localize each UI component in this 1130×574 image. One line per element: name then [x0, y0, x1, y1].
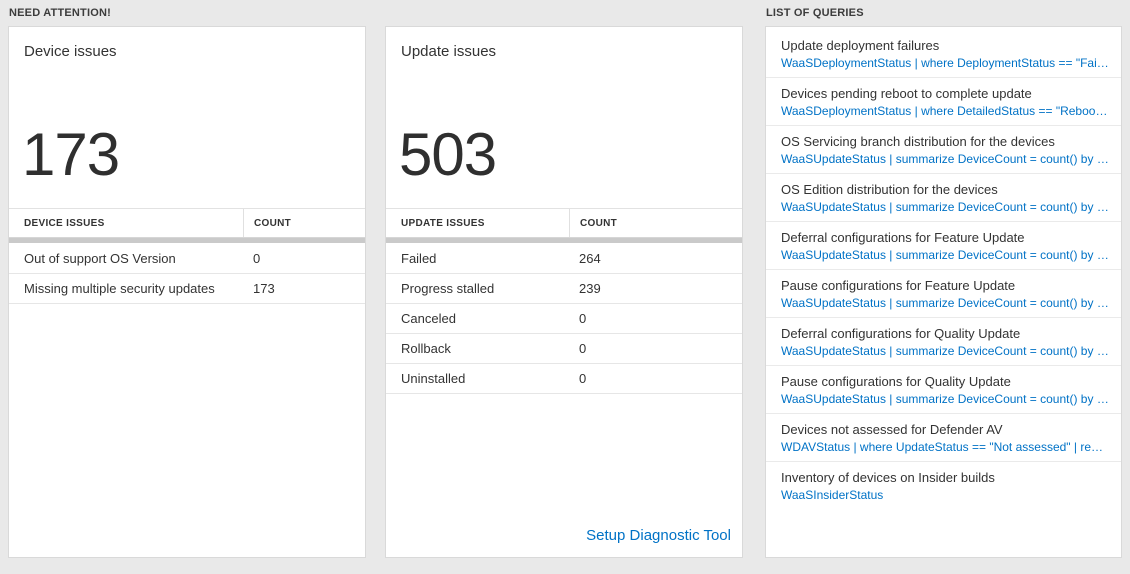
row-value: 264 — [579, 251, 601, 266]
queries-section: LIST OF QUERIES Update deployment failur… — [765, 5, 1122, 558]
query-text: WaaSDeploymentStatus | where DeploymentS… — [781, 56, 1109, 70]
query-text: WaaSUpdateStatus | summarize DeviceCount… — [781, 392, 1109, 406]
device-issues-title: Device issues — [24, 43, 117, 60]
table-scrollbar[interactable] — [9, 238, 365, 243]
query-text: WDAVStatus | where UpdateStatus == "Not … — [781, 440, 1109, 454]
query-title: Deferral configurations for Quality Upda… — [781, 326, 1021, 341]
need-attention-header: NEED ATTENTION! — [9, 7, 111, 19]
setup-diagnostic-tool-link[interactable]: Setup Diagnostic Tool — [586, 527, 731, 544]
query-title: OS Servicing branch distribution for the… — [781, 134, 1055, 149]
query-item-update-deployment-failures[interactable]: Update deployment failures WaaSDeploymen… — [766, 30, 1121, 78]
query-item-pause-feature-update[interactable]: Pause configurations for Feature Update … — [766, 270, 1121, 318]
row-value: 0 — [253, 251, 261, 266]
row-label: Uninstalled — [401, 371, 466, 386]
query-text: WaaSUpdateStatus | summarize DeviceCount… — [781, 248, 1109, 262]
row-label: Out of support OS Version — [24, 251, 176, 266]
column-header-count: COUNT — [569, 209, 742, 237]
device-issues-table: DEVICE ISSUES COUNT Out of support OS Ve… — [9, 208, 365, 304]
cards-row: Device issues 173 DEVICE ISSUES COUNT Ou… — [8, 26, 743, 558]
column-header-device-issues: DEVICE ISSUES — [24, 217, 105, 229]
query-item-insider-builds-inventory[interactable]: Inventory of devices on Insider builds W… — [766, 462, 1121, 509]
table-scrollbar[interactable] — [386, 238, 742, 243]
row-value: 0 — [579, 371, 587, 386]
update-issues-title: Update issues — [401, 43, 497, 60]
row-label: Failed — [401, 251, 437, 266]
row-value: 173 — [253, 281, 275, 296]
table-row: Missing multiple security updates 173 — [9, 274, 365, 304]
query-title: Devices not assessed for Defender AV — [781, 422, 1003, 437]
row-label: Missing multiple security updates — [24, 281, 215, 296]
query-text: WaaSUpdateStatus | summarize DeviceCount… — [781, 344, 1109, 358]
query-item-os-servicing-branch[interactable]: OS Servicing branch distribution for the… — [766, 126, 1121, 174]
need-attention-section: NEED ATTENTION! Device issues 173 DEVICE… — [8, 5, 743, 558]
update-issues-card[interactable]: Update issues 503 UPDATE ISSUES COUNT Fa… — [385, 26, 743, 558]
device-issues-card[interactable]: Device issues 173 DEVICE ISSUES COUNT Ou… — [8, 26, 366, 558]
row-value: 0 — [579, 311, 587, 326]
table-row: Failed 264 — [386, 244, 742, 274]
query-item-deferral-quality-update[interactable]: Deferral configurations for Quality Upda… — [766, 318, 1121, 366]
dashboard: NEED ATTENTION! Device issues 173 DEVICE… — [8, 5, 1122, 558]
table-row: Rollback 0 — [386, 334, 742, 364]
table-row: Canceled 0 — [386, 304, 742, 334]
query-text: WaaSInsiderStatus — [781, 488, 884, 502]
query-title: Inventory of devices on Insider builds — [781, 470, 995, 485]
query-item-pause-quality-update[interactable]: Pause configurations for Quality Update … — [766, 366, 1121, 414]
row-label: Progress stalled — [401, 281, 495, 296]
query-text: WaaSUpdateStatus | summarize DeviceCount… — [781, 152, 1109, 166]
query-text: WaaSUpdateStatus | summarize DeviceCount… — [781, 200, 1109, 214]
update-issues-table: UPDATE ISSUES COUNT Failed 264 Progress … — [386, 208, 742, 394]
table-header-row: DEVICE ISSUES COUNT — [9, 208, 365, 238]
query-title: Pause configurations for Feature Update — [781, 278, 1016, 293]
query-item-deferral-feature-update[interactable]: Deferral configurations for Feature Upda… — [766, 222, 1121, 270]
query-title: Update deployment failures — [781, 38, 940, 53]
row-value: 0 — [579, 341, 587, 356]
query-text: WaaSDeploymentStatus | where DetailedSta… — [781, 104, 1109, 118]
column-header-count: COUNT — [243, 209, 365, 237]
table-row: Out of support OS Version 0 — [9, 244, 365, 274]
list-of-queries-header: LIST OF QUERIES — [766, 7, 864, 19]
query-item-os-edition-distribution[interactable]: OS Edition distribution for the devices … — [766, 174, 1121, 222]
table-row: Uninstalled 0 — [386, 364, 742, 394]
query-title: Pause configurations for Quality Update — [781, 374, 1011, 389]
query-text: WaaSUpdateStatus | summarize DeviceCount… — [781, 296, 1109, 310]
table-row: Progress stalled 239 — [386, 274, 742, 304]
row-value: 239 — [579, 281, 601, 296]
query-item-defender-av-not-assessed[interactable]: Devices not assessed for Defender AV WDA… — [766, 414, 1121, 462]
device-issues-count: 173 — [22, 121, 120, 188]
table-header-row: UPDATE ISSUES COUNT — [386, 208, 742, 238]
row-label: Canceled — [401, 311, 456, 326]
update-issues-count: 503 — [399, 121, 497, 188]
query-item-devices-pending-reboot[interactable]: Devices pending reboot to complete updat… — [766, 78, 1121, 126]
queries-panel: Update deployment failures WaaSDeploymen… — [765, 26, 1122, 558]
query-title: Devices pending reboot to complete updat… — [781, 86, 1032, 101]
row-label: Rollback — [401, 341, 451, 356]
column-header-update-issues: UPDATE ISSUES — [401, 217, 485, 229]
query-title: Deferral configurations for Feature Upda… — [781, 230, 1025, 245]
query-title: OS Edition distribution for the devices — [781, 182, 998, 197]
